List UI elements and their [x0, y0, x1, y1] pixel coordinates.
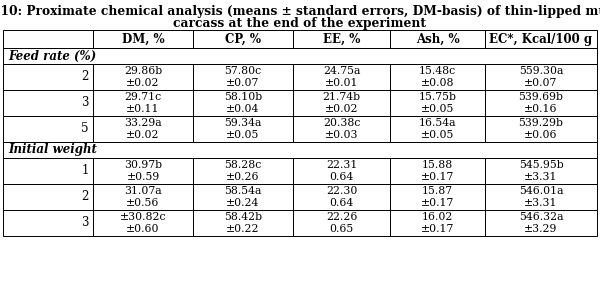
Text: 33.29a
±0.02: 33.29a ±0.02 — [124, 118, 162, 140]
Text: 3: 3 — [82, 217, 89, 229]
Bar — [3, 142, 597, 158]
Text: EC*, Kcal/100 g: EC*, Kcal/100 g — [490, 33, 593, 45]
Text: Table 10: Proximate chemical analysis (means ± standard errors, DM-basis) of thi: Table 10: Proximate chemical analysis (m… — [0, 5, 600, 17]
Bar — [293, 210, 390, 236]
Bar — [390, 90, 485, 116]
Bar — [3, 184, 93, 210]
Bar — [390, 64, 485, 90]
Text: 22.31
0.64: 22.31 0.64 — [326, 160, 357, 182]
Text: 21.74b
±0.02: 21.74b ±0.02 — [322, 92, 361, 114]
Text: 546.32a
±3.29: 546.32a ±3.29 — [519, 212, 563, 234]
Bar — [193, 184, 293, 210]
Text: 3: 3 — [82, 96, 89, 110]
Bar — [3, 210, 93, 236]
Bar — [3, 48, 597, 64]
Bar — [485, 158, 597, 184]
Bar — [293, 90, 390, 116]
Bar — [485, 184, 597, 210]
Text: 58.28c
±0.26: 58.28c ±0.26 — [224, 160, 262, 182]
Bar — [293, 158, 390, 184]
Bar — [193, 116, 293, 142]
Text: 29.71c
±0.11: 29.71c ±0.11 — [124, 92, 161, 114]
Text: 545.95b
±3.31: 545.95b ±3.31 — [518, 160, 563, 182]
Bar — [3, 64, 93, 90]
Text: 58.42b
±0.22: 58.42b ±0.22 — [224, 212, 262, 234]
Text: 1: 1 — [82, 164, 89, 178]
Bar — [485, 64, 597, 90]
Text: 57.80c
±0.07: 57.80c ±0.07 — [224, 66, 262, 88]
Text: ±30.82c
±0.60: ±30.82c ±0.60 — [120, 212, 166, 234]
Bar — [93, 90, 193, 116]
Bar — [193, 64, 293, 90]
Text: Initial weight: Initial weight — [8, 144, 97, 156]
Text: 15.88
±0.17: 15.88 ±0.17 — [421, 160, 454, 182]
Text: Ash, %: Ash, % — [416, 33, 460, 45]
Bar — [390, 184, 485, 210]
Text: DM, %: DM, % — [122, 33, 164, 45]
Text: 24.75a
±0.01: 24.75a ±0.01 — [323, 66, 360, 88]
Text: 15.48c
±0.08: 15.48c ±0.08 — [419, 66, 456, 88]
Bar — [485, 116, 597, 142]
Bar — [93, 158, 193, 184]
Bar — [93, 184, 193, 210]
Text: 539.69b
±0.16: 539.69b ±0.16 — [518, 92, 563, 114]
Text: EE, %: EE, % — [323, 33, 360, 45]
Bar — [3, 90, 93, 116]
Bar — [485, 90, 597, 116]
Bar — [3, 30, 93, 48]
Text: 5: 5 — [82, 122, 89, 136]
Bar — [390, 158, 485, 184]
Bar — [485, 210, 597, 236]
Text: carcass at the end of the experiment: carcass at the end of the experiment — [173, 17, 427, 29]
Text: 539.29b
±0.06: 539.29b ±0.06 — [518, 118, 563, 140]
Text: 546.01a
±3.31: 546.01a ±3.31 — [519, 186, 563, 208]
Text: 30.97b
±0.59: 30.97b ±0.59 — [124, 160, 162, 182]
Text: 2: 2 — [82, 71, 89, 84]
Text: 2: 2 — [82, 190, 89, 204]
Bar — [193, 210, 293, 236]
Bar — [93, 210, 193, 236]
Text: 16.02
±0.17: 16.02 ±0.17 — [421, 212, 454, 234]
Text: 58.10b
±0.04: 58.10b ±0.04 — [224, 92, 262, 114]
Text: Feed rate (%): Feed rate (%) — [8, 49, 96, 63]
Bar — [390, 30, 485, 48]
Bar — [93, 116, 193, 142]
Text: 559.30a
±0.07: 559.30a ±0.07 — [519, 66, 563, 88]
Bar — [93, 64, 193, 90]
Text: 31.07a
±0.56: 31.07a ±0.56 — [124, 186, 162, 208]
Bar — [293, 30, 390, 48]
Bar — [293, 116, 390, 142]
Text: 59.34a
±0.05: 59.34a ±0.05 — [224, 118, 262, 140]
Text: 58.54a
±0.24: 58.54a ±0.24 — [224, 186, 262, 208]
Bar — [3, 116, 93, 142]
Bar — [193, 158, 293, 184]
Text: 29.86b
±0.02: 29.86b ±0.02 — [124, 66, 162, 88]
Text: 22.30
0.64: 22.30 0.64 — [326, 186, 357, 208]
Text: 16.54a
±0.05: 16.54a ±0.05 — [419, 118, 456, 140]
Text: 22.26
0.65: 22.26 0.65 — [326, 212, 357, 234]
Bar — [390, 210, 485, 236]
Text: CP, %: CP, % — [225, 33, 261, 45]
Bar — [193, 30, 293, 48]
Bar — [390, 116, 485, 142]
Bar — [485, 30, 597, 48]
Bar — [93, 30, 193, 48]
Text: 15.75b
±0.05: 15.75b ±0.05 — [419, 92, 457, 114]
Bar — [3, 158, 93, 184]
Text: 20.38c
±0.03: 20.38c ±0.03 — [323, 118, 360, 140]
Bar — [293, 184, 390, 210]
Bar — [293, 64, 390, 90]
Bar — [193, 90, 293, 116]
Text: 15.87
±0.17: 15.87 ±0.17 — [421, 186, 454, 208]
